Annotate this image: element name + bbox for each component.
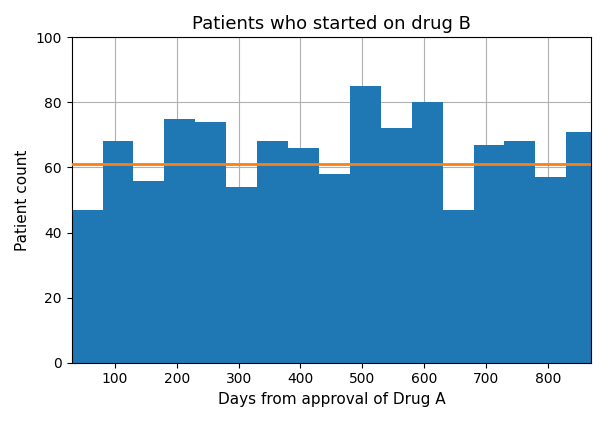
Bar: [350, 86, 381, 363]
Bar: [411, 103, 442, 363]
Y-axis label: Patient count: Patient count: [15, 149, 30, 251]
Bar: [597, 177, 606, 363]
Bar: [133, 181, 164, 363]
Bar: [195, 122, 226, 363]
Bar: [319, 174, 350, 363]
Bar: [102, 141, 133, 363]
Bar: [566, 132, 597, 363]
Bar: [381, 128, 411, 363]
Bar: [226, 187, 257, 363]
Bar: [164, 119, 195, 363]
Bar: [504, 141, 535, 363]
Bar: [535, 177, 566, 363]
Bar: [72, 210, 102, 363]
Bar: [442, 210, 473, 363]
Bar: [473, 145, 504, 363]
Bar: [257, 141, 288, 363]
Bar: [288, 148, 319, 363]
Title: Patients who started on drug B: Patients who started on drug B: [192, 15, 471, 33]
X-axis label: Days from approval of Drug A: Days from approval of Drug A: [218, 392, 445, 407]
